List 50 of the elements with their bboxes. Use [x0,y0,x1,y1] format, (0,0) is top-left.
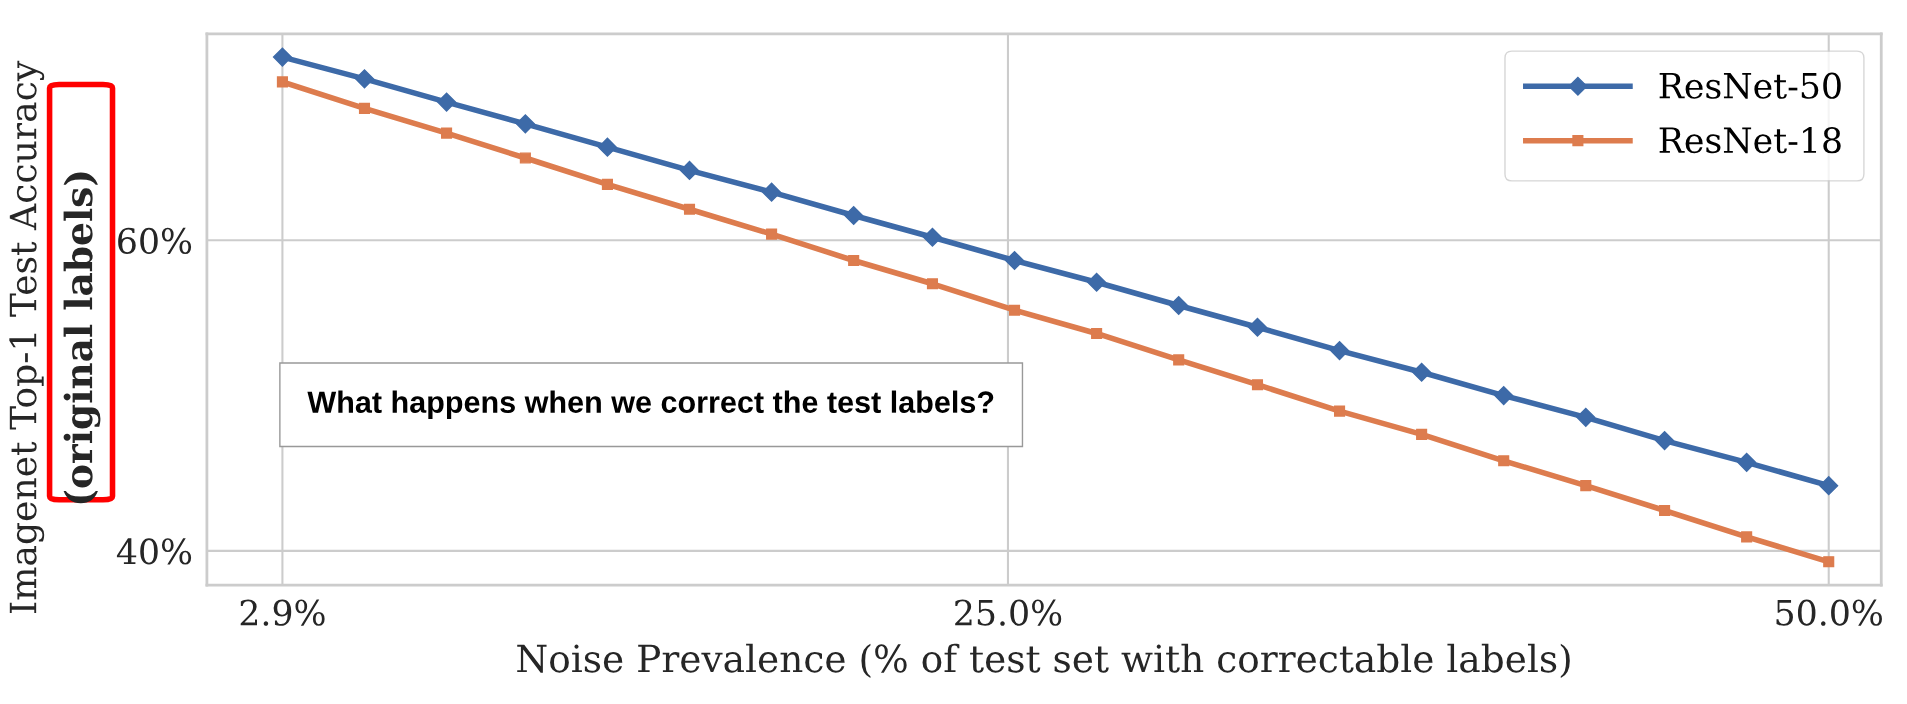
point [437,92,457,112]
point [1412,362,1432,382]
point [1169,295,1189,316]
point [683,203,696,215]
point [1005,250,1025,271]
x-tick-label: 50.0% [1776,599,1882,626]
point [519,152,531,164]
point [844,205,864,225]
point [1091,327,1103,340]
point [1333,405,1346,417]
point [515,114,535,134]
point [1576,407,1596,427]
annotation: What happens when we correct the test labels? [307,390,994,420]
point [272,47,292,67]
point [1655,431,1675,451]
point [1737,452,1757,472]
y-axis-title: Imagenet Top-1 Test Accuracy (original labels) [9,60,101,614]
legend-label: ResNet-18 [1659,127,1841,154]
point [848,254,860,267]
point [922,227,942,247]
point [766,228,778,240]
point [597,137,617,157]
point [1416,428,1428,440]
point [1251,379,1264,391]
point [926,278,939,290]
y-tick-label: 40% [116,538,192,565]
point [1173,354,1185,366]
point [1330,341,1350,361]
point [679,160,700,180]
point [1247,317,1268,337]
x-axis-title: Noise Prevalence (% of test set with correctable labels) [517,643,1570,678]
point [1580,480,1592,492]
point [1498,455,1510,467]
point [1008,304,1021,316]
point [1494,386,1514,406]
point [1819,476,1839,496]
point [1659,504,1671,517]
point [1741,531,1753,543]
point [762,182,782,202]
point [1823,556,1835,568]
point [276,76,288,88]
point [354,69,375,89]
point [1087,272,1107,292]
point [441,127,453,139]
legend-label: ResNet-50 [1659,72,1841,99]
x-tick-label: 2.9% [240,599,325,626]
y-tick-label: 60% [118,227,192,254]
x-tick-label: 25.0% [955,599,1062,626]
point [601,178,613,190]
point [358,102,371,114]
